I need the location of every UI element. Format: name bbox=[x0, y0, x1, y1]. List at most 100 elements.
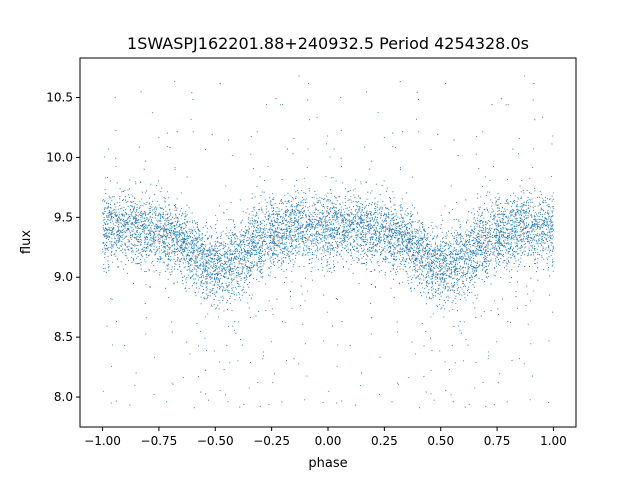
data-point bbox=[481, 262, 484, 264]
data-point bbox=[388, 212, 390, 214]
data-point bbox=[276, 237, 278, 239]
data-point bbox=[153, 212, 155, 214]
data-point bbox=[219, 266, 221, 268]
data-point bbox=[469, 256, 471, 258]
data-point bbox=[153, 265, 155, 267]
data-point bbox=[262, 260, 264, 262]
data-point bbox=[171, 250, 173, 252]
data-point bbox=[524, 204, 526, 206]
data-point bbox=[395, 260, 397, 262]
data-point bbox=[272, 224, 274, 226]
data-point bbox=[165, 242, 167, 244]
data-point bbox=[500, 229, 502, 232]
data-point bbox=[259, 230, 261, 232]
data-point bbox=[416, 92, 418, 94]
data-point bbox=[151, 224, 153, 226]
data-point bbox=[281, 401, 283, 403]
data-point bbox=[330, 248, 332, 250]
data-point bbox=[516, 221, 518, 223]
data-point bbox=[447, 295, 449, 297]
data-point bbox=[110, 212, 112, 214]
data-point bbox=[409, 247, 411, 249]
data-point bbox=[469, 236, 471, 238]
data-point bbox=[376, 229, 378, 231]
data-point bbox=[398, 233, 400, 235]
data-point bbox=[251, 267, 253, 269]
data-point bbox=[174, 220, 176, 222]
data-point bbox=[321, 204, 323, 206]
data-point bbox=[347, 229, 349, 232]
data-point bbox=[261, 191, 263, 193]
data-point bbox=[151, 201, 154, 203]
data-point bbox=[181, 273, 183, 275]
data-point bbox=[109, 197, 111, 199]
data-point bbox=[525, 212, 527, 214]
data-point bbox=[444, 260, 446, 262]
data-point bbox=[551, 265, 553, 267]
data-point bbox=[192, 231, 194, 233]
data-point bbox=[201, 233, 203, 235]
data-point bbox=[103, 263, 105, 265]
data-point bbox=[270, 341, 272, 343]
data-point bbox=[419, 268, 421, 270]
data-point bbox=[448, 241, 450, 243]
data-point bbox=[185, 211, 187, 213]
data-point bbox=[401, 231, 404, 233]
data-point bbox=[207, 259, 209, 261]
data-point bbox=[215, 224, 217, 226]
data-point bbox=[533, 245, 535, 247]
data-point bbox=[546, 211, 548, 213]
data-point bbox=[180, 240, 182, 242]
data-point bbox=[134, 243, 136, 246]
data-point bbox=[399, 248, 401, 250]
data-point bbox=[312, 222, 314, 224]
data-point bbox=[218, 308, 220, 310]
data-point bbox=[197, 249, 199, 251]
data-point bbox=[417, 255, 419, 257]
data-point bbox=[410, 244, 412, 246]
data-point bbox=[206, 275, 208, 277]
data-point bbox=[444, 281, 446, 283]
data-point bbox=[519, 221, 521, 223]
data-point bbox=[208, 399, 210, 401]
data-point bbox=[395, 232, 397, 235]
data-point bbox=[396, 250, 399, 252]
data-point bbox=[334, 236, 336, 239]
data-point bbox=[250, 297, 252, 299]
data-point bbox=[223, 287, 225, 289]
data-point bbox=[490, 283, 492, 285]
data-point bbox=[211, 276, 213, 279]
data-point bbox=[323, 236, 325, 238]
data-point bbox=[217, 284, 220, 286]
data-point bbox=[112, 231, 114, 233]
data-point bbox=[502, 220, 504, 222]
data-point bbox=[448, 286, 450, 288]
data-point bbox=[164, 239, 166, 241]
data-point bbox=[162, 239, 164, 241]
data-point bbox=[525, 210, 528, 212]
data-point bbox=[231, 257, 233, 259]
data-point bbox=[548, 212, 550, 214]
data-point bbox=[531, 198, 533, 200]
data-point bbox=[190, 118, 192, 120]
data-point bbox=[319, 238, 321, 240]
data-point bbox=[204, 248, 206, 250]
data-point bbox=[243, 231, 245, 233]
data-point bbox=[170, 236, 173, 238]
data-point bbox=[104, 245, 106, 247]
data-point bbox=[155, 246, 157, 248]
data-point bbox=[416, 276, 418, 278]
data-point bbox=[333, 216, 335, 218]
data-point bbox=[339, 214, 341, 216]
data-point bbox=[184, 216, 186, 218]
data-point bbox=[285, 242, 287, 244]
data-point bbox=[216, 276, 218, 279]
data-point bbox=[342, 266, 345, 268]
data-point bbox=[402, 231, 404, 233]
data-point bbox=[238, 262, 240, 264]
data-point bbox=[537, 212, 540, 214]
data-point bbox=[301, 230, 303, 233]
data-point bbox=[528, 242, 530, 244]
data-point bbox=[146, 243, 148, 245]
data-point bbox=[377, 201, 379, 203]
